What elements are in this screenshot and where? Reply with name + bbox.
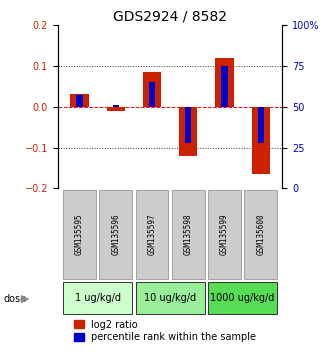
Text: 1000 ug/kg/d: 1000 ug/kg/d — [211, 293, 275, 303]
Text: GSM135598: GSM135598 — [184, 213, 193, 255]
FancyBboxPatch shape — [100, 190, 132, 279]
Text: GSM135596: GSM135596 — [111, 213, 120, 255]
Bar — [76, 95, 83, 107]
FancyBboxPatch shape — [172, 190, 204, 279]
Text: dose: dose — [3, 294, 26, 304]
Text: 10 ug/kg/d: 10 ug/kg/d — [144, 293, 196, 303]
Text: 1 ug/kg/d: 1 ug/kg/d — [75, 293, 121, 303]
FancyBboxPatch shape — [208, 282, 277, 314]
FancyBboxPatch shape — [244, 190, 277, 279]
Bar — [149, 82, 155, 107]
Bar — [143, 72, 161, 107]
FancyBboxPatch shape — [208, 190, 241, 279]
FancyBboxPatch shape — [63, 190, 96, 279]
FancyBboxPatch shape — [136, 190, 168, 279]
Text: GSM135599: GSM135599 — [220, 213, 229, 255]
Bar — [107, 107, 125, 111]
Text: GSM135595: GSM135595 — [75, 213, 84, 255]
Bar — [252, 107, 270, 174]
Bar — [71, 94, 89, 107]
FancyBboxPatch shape — [63, 282, 132, 314]
Bar — [185, 107, 191, 143]
Title: GDS2924 / 8582: GDS2924 / 8582 — [113, 10, 227, 24]
Text: ▶: ▶ — [21, 294, 29, 304]
Bar — [215, 57, 234, 107]
Text: GSM135600: GSM135600 — [256, 213, 265, 255]
FancyBboxPatch shape — [136, 282, 204, 314]
Legend: log2 ratio, percentile rank within the sample: log2 ratio, percentile rank within the s… — [74, 320, 256, 342]
Text: GSM135597: GSM135597 — [148, 213, 157, 255]
Bar — [221, 66, 228, 107]
Bar — [113, 105, 119, 107]
Bar — [257, 107, 264, 143]
Bar — [179, 107, 197, 156]
